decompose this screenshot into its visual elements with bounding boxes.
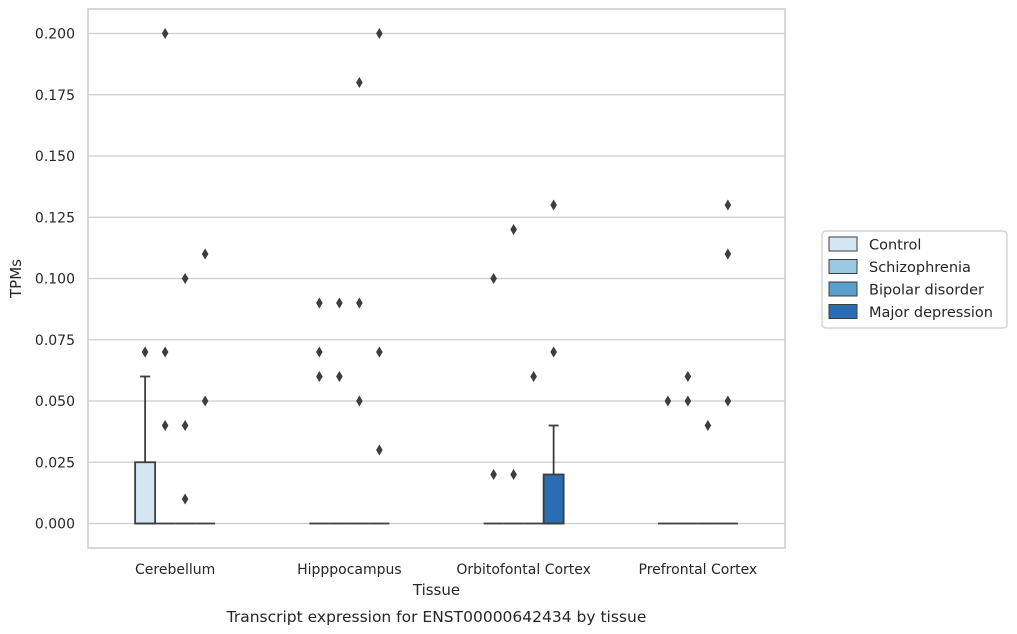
y-tick-label: 0.125 (35, 210, 75, 226)
outlier-point (490, 273, 497, 284)
y-tick-label: 0.175 (35, 88, 75, 104)
legend: Control Schizophrenia Bipolar disorder Majo… (821, 230, 1008, 329)
y-tick-label: 0.150 (35, 149, 75, 165)
x-tick-label: Orbitofontal Cortex (456, 562, 591, 578)
outlier-point (490, 469, 497, 480)
x-tick-labels: Cerebellum Hipppocampus Orbitofontal Corte… (135, 562, 757, 578)
outlier-point (161, 346, 169, 358)
y-tick-labels: 0.000 0.025 0.050 0.075 0.100 0.125 0.150 0.175… (35, 27, 75, 533)
y-tick-label: 0.075 (35, 333, 75, 349)
outlier-point (316, 371, 323, 382)
outlier-point (161, 420, 169, 431)
outlier-point (550, 199, 557, 211)
outlier-point (510, 224, 517, 235)
outlier-point (181, 273, 189, 284)
chart-caption: Transcript expression for ENST0000064243… (226, 608, 647, 626)
box-body (134, 461, 157, 525)
outlier-point (181, 493, 189, 505)
outlier-point (356, 77, 363, 88)
outlier-point (510, 469, 517, 480)
outlier-point (684, 371, 692, 382)
outlier-point (664, 395, 672, 407)
outlier-point (161, 28, 169, 39)
outlier-point (336, 371, 343, 382)
box-body (542, 473, 565, 525)
x-tick-label: Hipppocampus (297, 562, 402, 578)
legend-label: Schizophrenia (869, 260, 971, 276)
outlier-point (724, 395, 732, 407)
outlier-point (316, 346, 323, 358)
plot-frame (87, 8, 786, 549)
y-tick-label: 0.200 (35, 27, 75, 43)
legend-label: Bipolar disorder (869, 283, 984, 299)
x-axis-label: Tissue (412, 581, 460, 599)
x-tick-label: Cerebellum (135, 562, 215, 578)
box-major-depression (542, 424, 565, 525)
y-axis-label: TPMs (7, 259, 25, 299)
x-tick-label: Prefrontal Cortex (639, 562, 758, 578)
box-control (134, 375, 157, 525)
legend-frame (821, 230, 1008, 329)
outlier-point (316, 297, 323, 309)
y-tick-label: 0.100 (35, 272, 75, 288)
outlier-point (724, 248, 732, 260)
outlier-point (201, 395, 209, 407)
legend-swatch (828, 236, 858, 252)
outlier-point (724, 199, 732, 211)
outlier-point (376, 444, 383, 456)
y-tick-label: 0.025 (35, 455, 75, 471)
y-tick-label: 0.000 (35, 517, 75, 533)
legend-label: Major depression (869, 305, 993, 321)
legend-swatch (828, 259, 858, 274)
legend-swatch (828, 281, 858, 297)
outlier-point (356, 395, 363, 407)
outlier-point (704, 420, 712, 431)
outlier-point (530, 371, 537, 382)
outlier-point (141, 346, 149, 358)
legend-label: Control (869, 238, 921, 254)
outlier-points (141, 28, 732, 505)
outlier-point (376, 346, 383, 358)
outlier-point (684, 395, 692, 407)
gridlines (88, 32, 785, 525)
outlier-point (376, 28, 383, 39)
boxes (134, 375, 738, 525)
outlier-point (201, 248, 209, 260)
y-tick-label: 0.050 (35, 394, 75, 410)
outlier-point (550, 346, 557, 358)
outlier-point (336, 297, 343, 309)
outlier-point (356, 297, 363, 309)
outlier-point (181, 420, 189, 431)
legend-swatch (828, 304, 858, 319)
